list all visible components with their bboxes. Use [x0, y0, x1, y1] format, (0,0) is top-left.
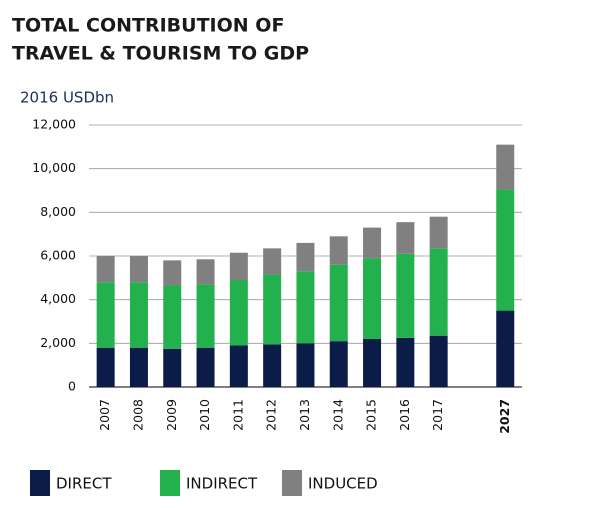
x-tick-label: 2009 — [164, 399, 179, 431]
bar-segment — [196, 284, 215, 348]
x-tick-label: 2008 — [130, 399, 145, 431]
bar-segment — [163, 285, 182, 349]
x-tick-label: 2014 — [330, 399, 345, 431]
bar-segment — [496, 310, 515, 387]
bar-segment — [429, 335, 448, 387]
bar-segment — [363, 227, 382, 259]
x-tick-label: 2007 — [97, 399, 112, 431]
bar-segment — [163, 348, 182, 387]
y-tick-label: 10,000 — [32, 160, 76, 175]
bar-segment — [496, 189, 515, 311]
bar-segment — [429, 216, 448, 249]
legend-swatch — [282, 470, 302, 496]
bar-segment — [196, 259, 215, 285]
bar-segment — [429, 248, 448, 336]
bar-segment — [129, 256, 148, 283]
bar-segment — [196, 347, 215, 387]
bar-segment — [229, 252, 248, 281]
x-tick-label: 2011 — [230, 399, 245, 431]
x-tick-label: 2017 — [430, 399, 445, 431]
bar-segment — [129, 347, 148, 387]
legend-swatch — [30, 470, 50, 496]
bar-segment — [363, 258, 382, 339]
bar-segment — [96, 256, 115, 283]
bar-segment — [263, 344, 282, 387]
bar-segment — [296, 271, 315, 344]
legend-label: DIRECT — [56, 475, 112, 493]
x-tick-label: 2012 — [264, 399, 279, 431]
bar-segment — [296, 343, 315, 387]
x-tick-label: 2027 — [497, 399, 512, 434]
bar-segment — [96, 282, 115, 348]
bar-segment — [329, 264, 348, 342]
x-tick-label: 2013 — [297, 399, 312, 431]
legend-label: INDIRECT — [186, 475, 258, 493]
chart-title: TOTAL CONTRIBUTION OF — [12, 15, 284, 37]
x-tick-label: 2016 — [397, 399, 412, 431]
bar-segment — [396, 253, 415, 338]
y-tick-label: 4,000 — [40, 291, 76, 306]
bar-segment — [396, 337, 415, 387]
chart-title: TRAVEL & TOURISM TO GDP — [12, 43, 309, 65]
legend-label: INDUCED — [308, 475, 378, 493]
x-tick-label: 2010 — [197, 399, 212, 431]
bar-segment — [129, 282, 148, 348]
legend-swatch — [160, 470, 180, 496]
bar-segment — [229, 345, 248, 387]
bar-segment — [229, 280, 248, 346]
bar-segment — [363, 338, 382, 387]
bar-segment — [163, 260, 182, 286]
bar-segment — [329, 341, 348, 387]
chart-subtitle: 2016 USDbn — [20, 89, 114, 107]
y-tick-label: 2,000 — [40, 335, 76, 350]
bar-segment — [96, 347, 115, 387]
bar-segment — [496, 144, 515, 190]
bar-segment — [329, 236, 348, 265]
y-tick-label: 12,000 — [32, 117, 76, 132]
y-tick-label: 8,000 — [40, 204, 76, 219]
bar-segment — [396, 222, 415, 254]
y-tick-label: 0 — [68, 379, 76, 394]
bar-segment — [263, 248, 282, 275]
x-tick-label: 2015 — [364, 399, 379, 431]
bar-segment — [263, 274, 282, 345]
bar-segment — [296, 242, 315, 272]
y-tick-label: 6,000 — [40, 248, 76, 263]
